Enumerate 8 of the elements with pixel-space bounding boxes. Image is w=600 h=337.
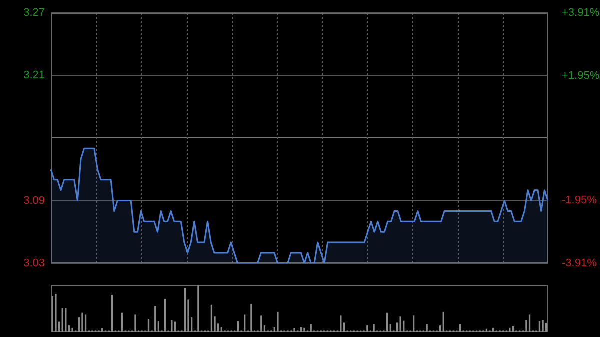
y-tick-label: 3.03 [24, 257, 45, 270]
y-tick-label: 3.27 [24, 7, 45, 20]
y-tick-label: 3.09 [24, 194, 45, 207]
y2-tick-label: +3.91% [562, 7, 600, 20]
y2-tick-label: -3.91% [562, 257, 598, 270]
y2-tick-label: -1.95% [562, 194, 598, 207]
y-tick-label: 3.21 [24, 70, 45, 82]
y2-tick-label: +1.95% [562, 70, 600, 82]
